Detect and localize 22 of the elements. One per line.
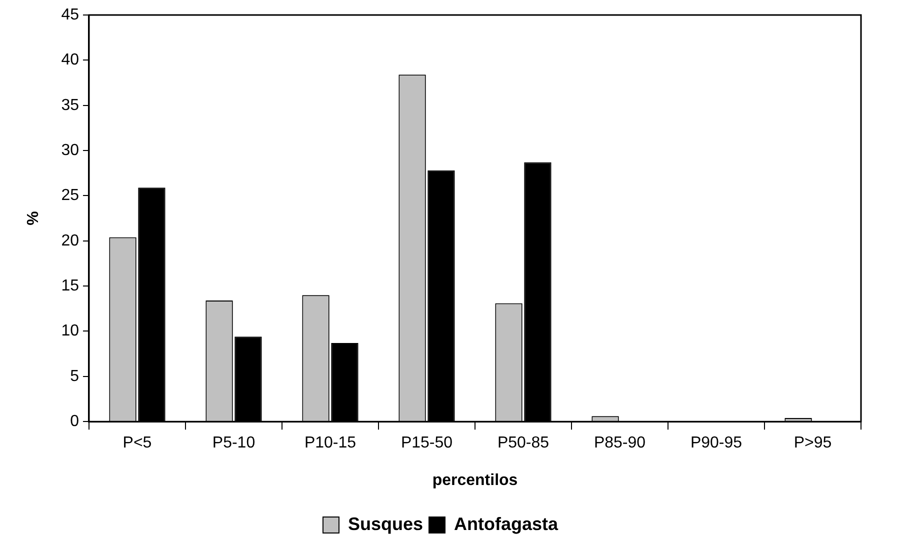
y-tick-label: 25 xyxy=(61,187,80,204)
y-tick-label: 10 xyxy=(61,322,80,340)
y-tick-label: 5 xyxy=(70,368,80,385)
x-tick-label: P85-90 xyxy=(594,434,646,452)
x-tick-label: P90-95 xyxy=(690,434,742,452)
y-tick-label: 15 xyxy=(61,277,80,294)
x-tick-label: P>95 xyxy=(794,434,832,452)
x-tick-label: P50-85 xyxy=(497,434,550,452)
y-tick-label: 45 xyxy=(61,6,80,24)
x-axis-title: percentilos xyxy=(432,472,518,489)
legend-label: Susques xyxy=(348,514,424,534)
x-tick-label: P<5 xyxy=(122,434,152,452)
x-tick-label: P15-50 xyxy=(400,434,453,452)
y-tick-label: 40 xyxy=(61,52,80,69)
x-tick-label: P10-15 xyxy=(304,434,356,452)
y-tick-label: 20 xyxy=(61,232,80,250)
x-tick-label: P5-10 xyxy=(212,434,256,452)
legend-label: Antofagasta xyxy=(454,514,560,534)
y-tick-label: 0 xyxy=(70,413,80,430)
y-tick-label: 35 xyxy=(61,96,80,114)
y-tick-label: 30 xyxy=(61,142,80,159)
y-axis-title: % xyxy=(25,211,42,226)
